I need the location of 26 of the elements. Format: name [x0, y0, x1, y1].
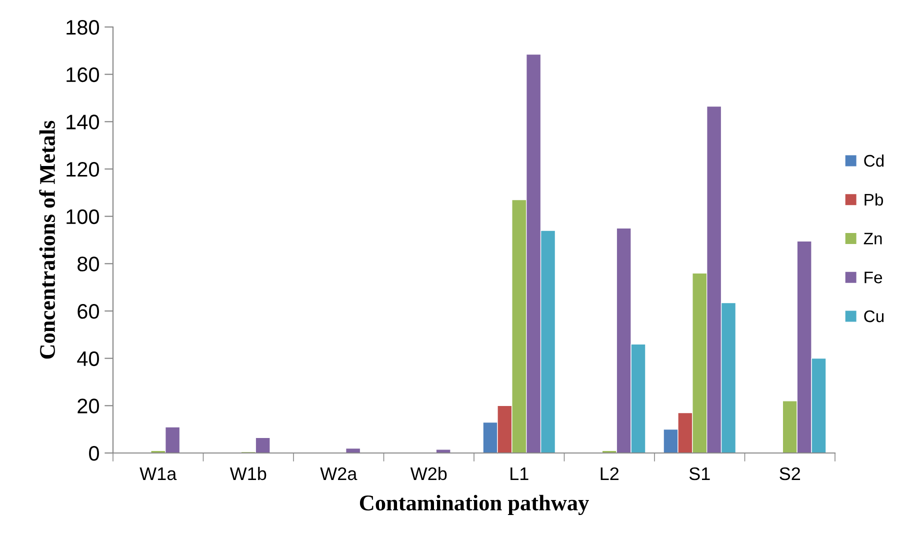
y-tick-label: 100: [66, 209, 99, 224]
x-tick-label: W2b: [410, 466, 447, 480]
x-tick-label: W2a: [320, 467, 358, 480]
legend-label: Zn: [864, 232, 882, 244]
x-tick-label: S1: [689, 467, 710, 480]
y-tick-label: 140: [66, 114, 99, 130]
y-tick-label: 180: [66, 20, 99, 35]
x-tick-label: S2: [780, 467, 800, 480]
y-axis-title: Concentrations of Metals: [39, 120, 55, 359]
legend-label: Fe: [864, 272, 882, 284]
y-tick-label: 40: [77, 351, 99, 366]
x-tick-label: L1: [510, 468, 528, 480]
x-tick-label: L2: [600, 467, 619, 480]
x-tick-label: W1b: [230, 466, 266, 480]
legend-label: Pb: [864, 193, 884, 206]
bar: [436, 449, 451, 453]
y-tick-label: 60: [78, 304, 99, 319]
y-tick-label: 160: [66, 67, 99, 82]
y-tick-label: 80: [78, 256, 99, 272]
x-axis-title: Contamination pathway: [360, 494, 589, 516]
legend-label: Cu: [864, 310, 884, 322]
y-tick-label: 0: [89, 446, 99, 461]
y-tick-label: 120: [66, 162, 99, 177]
y-tick-label: 20: [78, 398, 99, 414]
x-tick-label: W1a: [140, 468, 177, 480]
legend-label: Cd: [864, 154, 884, 167]
